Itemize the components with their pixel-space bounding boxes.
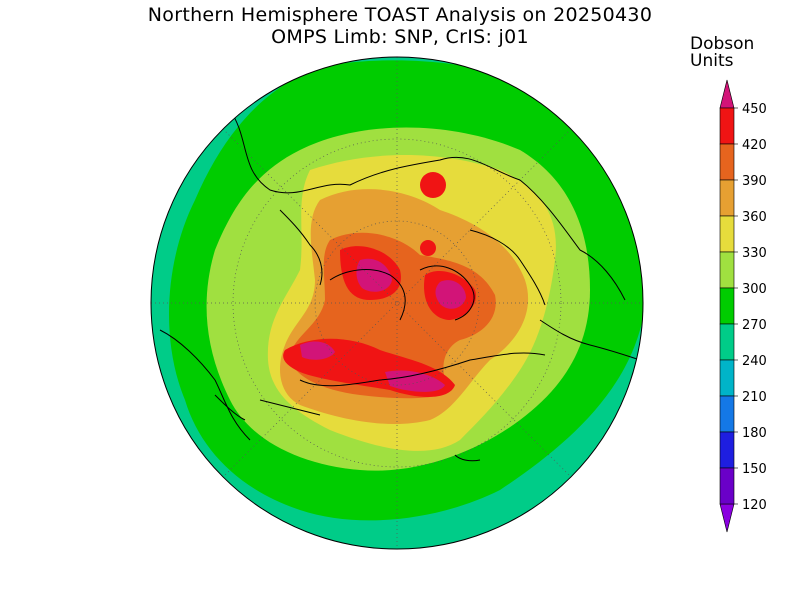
legend-swatch	[719, 467, 735, 505]
legend-swatch	[719, 251, 735, 289]
legend-subtitle: Units	[690, 51, 734, 71]
legend-swatch	[719, 323, 735, 361]
band-450-plus-a	[356, 258, 392, 292]
graticule	[151, 57, 643, 549]
band-420-450-d	[420, 172, 446, 198]
band-450-plus-d	[385, 370, 445, 392]
band-450-plus-c	[300, 341, 335, 360]
ozone-field	[151, 57, 643, 549]
legend-swatch	[719, 143, 735, 181]
legend-tick-label: 360	[742, 210, 767, 225]
legend-tick-label: 420	[742, 138, 767, 153]
color-legend: 120 150 180 210 240 270 300 330 360 390 420 450	[719, 79, 767, 533]
legend-tick-label: 270	[742, 318, 767, 333]
legend-swatch	[719, 287, 735, 325]
legend-swatch-min	[719, 503, 735, 533]
legend-tick-label: 300	[742, 282, 767, 297]
map-border	[150, 56, 644, 550]
coastlines	[159, 109, 641, 462]
map-title: Northern Hemisphere TOAST Analysis on 20…	[147, 4, 653, 26]
legend-title: Dobson	[690, 34, 755, 54]
legend-tick-label: 330	[742, 246, 767, 261]
legend-tick-label: 150	[742, 462, 767, 477]
legend-tick-label: 450	[742, 102, 767, 117]
legend-swatch	[719, 107, 735, 145]
legend-tick-label: 240	[742, 354, 767, 369]
legend-swatch-max	[719, 79, 735, 109]
legend-tick-label: 210	[742, 390, 767, 405]
legend-tick-label: 180	[742, 426, 767, 441]
legend-swatch	[719, 431, 735, 469]
legend-swatch	[719, 395, 735, 433]
map-subtitle: OMPS Limb: SNP, CrIS: j01	[271, 26, 529, 48]
legend-swatch	[719, 179, 735, 217]
legend-swatch	[719, 215, 735, 253]
legend-tick-label: 390	[742, 174, 767, 189]
legend-tick-label: 120	[742, 498, 767, 513]
band-450-plus-b	[435, 280, 466, 309]
legend-swatch	[719, 359, 735, 397]
band-420-450-e	[420, 240, 436, 256]
